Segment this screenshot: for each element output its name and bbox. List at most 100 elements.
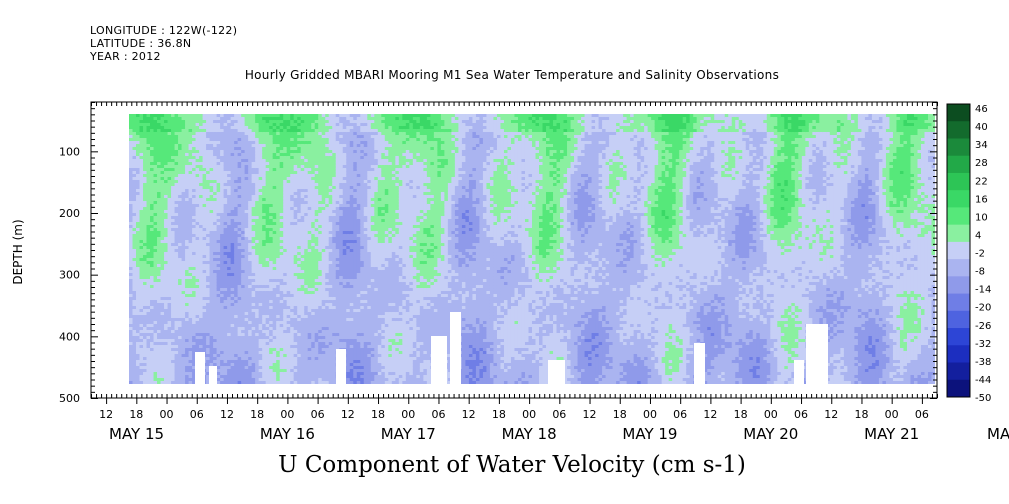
heatmap-cell	[276, 363, 280, 367]
heatmap-cell	[266, 327, 270, 331]
heatmap-cell	[273, 327, 277, 331]
heatmap-cell	[248, 276, 252, 280]
heatmap-cell	[294, 240, 298, 244]
heatmap-cell	[168, 132, 172, 136]
heatmap-cell	[220, 165, 224, 169]
heatmap-cell	[224, 330, 228, 334]
heatmap-cell	[147, 330, 151, 334]
heatmap-cell	[241, 159, 245, 163]
heatmap-cell	[171, 138, 175, 142]
heatmap-cell	[262, 180, 266, 184]
heatmap-cell	[315, 204, 319, 208]
heatmap-cell	[290, 114, 294, 118]
heatmap-cell	[136, 234, 140, 238]
heatmap-cell	[227, 138, 231, 142]
heatmap-cell	[259, 210, 263, 214]
heatmap-cell	[315, 156, 319, 160]
heatmap-cell	[140, 324, 144, 328]
heatmap-cell	[241, 255, 245, 259]
heatmap-cell	[129, 318, 133, 322]
heatmap-cell	[269, 183, 273, 187]
heatmap-cell	[175, 336, 179, 340]
heatmap-cell	[147, 189, 151, 193]
heatmap-cell	[290, 333, 294, 337]
heatmap-cell	[220, 303, 224, 307]
heatmap-cell	[157, 183, 161, 187]
heatmap-cell	[269, 285, 273, 289]
heatmap-cell	[168, 186, 172, 190]
heatmap-cell	[227, 366, 231, 370]
heatmap-cell	[140, 255, 144, 259]
heatmap-cell	[185, 189, 189, 193]
heatmap-cell	[182, 309, 186, 313]
heatmap-cell	[147, 147, 151, 151]
heatmap-cell	[206, 255, 210, 259]
heatmap-cell	[262, 372, 266, 376]
heatmap-cell	[227, 279, 231, 283]
heatmap-cell	[301, 234, 305, 238]
heatmap-cell	[241, 324, 245, 328]
heatmap-cell	[154, 351, 158, 355]
heatmap-cell	[206, 228, 210, 232]
heatmap-cell	[238, 132, 242, 136]
heatmap-cell	[308, 249, 312, 253]
heatmap-cell	[266, 198, 270, 202]
heatmap-cell	[227, 177, 231, 181]
heatmap-cell	[297, 165, 301, 169]
heatmap-cell	[315, 132, 319, 136]
heatmap-cell	[133, 213, 137, 217]
heatmap-cell	[311, 273, 315, 277]
heatmap-cell	[276, 234, 280, 238]
heatmap-cell	[210, 216, 214, 220]
heatmap-cell	[227, 309, 231, 313]
heatmap-cell	[182, 183, 186, 187]
heatmap-cell	[133, 369, 137, 373]
heatmap-cell	[164, 243, 168, 247]
heatmap-cell	[217, 123, 221, 127]
heatmap-cell	[196, 168, 200, 172]
heatmap-cell	[182, 120, 186, 124]
heatmap-cell	[234, 189, 238, 193]
heatmap-cell	[178, 306, 182, 310]
heatmap-cell	[213, 282, 217, 286]
heatmap-cell	[189, 342, 193, 346]
heatmap-cell	[266, 294, 270, 298]
heatmap-cell	[248, 351, 252, 355]
heatmap-cell	[157, 312, 161, 316]
heatmap-cell	[171, 372, 175, 376]
heatmap-cell	[129, 147, 133, 151]
heatmap-cell	[287, 216, 291, 220]
heatmap-cell	[157, 246, 161, 250]
heatmap-cell	[178, 348, 182, 352]
heatmap-cell	[262, 294, 266, 298]
heatmap-cell	[262, 201, 266, 205]
heatmap-cell	[147, 171, 151, 175]
heatmap-cell	[154, 276, 158, 280]
heatmap-cell	[290, 177, 294, 181]
heatmap-cell	[147, 339, 151, 343]
heatmap-cell	[217, 291, 221, 295]
heatmap-cell	[150, 153, 154, 157]
heatmap-cell	[276, 327, 280, 331]
heatmap-cell	[308, 126, 312, 130]
heatmap-cell	[220, 129, 224, 133]
heatmap-cell	[287, 378, 291, 382]
heatmap-cell	[133, 240, 137, 244]
heatmap-cell	[224, 201, 228, 205]
heatmap-cell	[129, 312, 133, 316]
heatmap-cell	[234, 222, 238, 226]
heatmap-cell	[227, 135, 231, 139]
heatmap-cell	[210, 267, 214, 271]
heatmap-cell	[227, 258, 231, 262]
heatmap-cell	[213, 339, 217, 343]
heatmap-cell	[259, 147, 263, 151]
heatmap-cell	[175, 279, 179, 283]
heatmap-cell	[168, 153, 172, 157]
heatmap-cell	[238, 321, 242, 325]
heatmap-cell	[147, 378, 151, 382]
heatmap-cell	[161, 249, 165, 253]
heatmap-cell	[315, 354, 319, 358]
heatmap-cell	[283, 324, 287, 328]
heatmap-cell	[294, 120, 298, 124]
heatmap-cell	[217, 318, 221, 322]
